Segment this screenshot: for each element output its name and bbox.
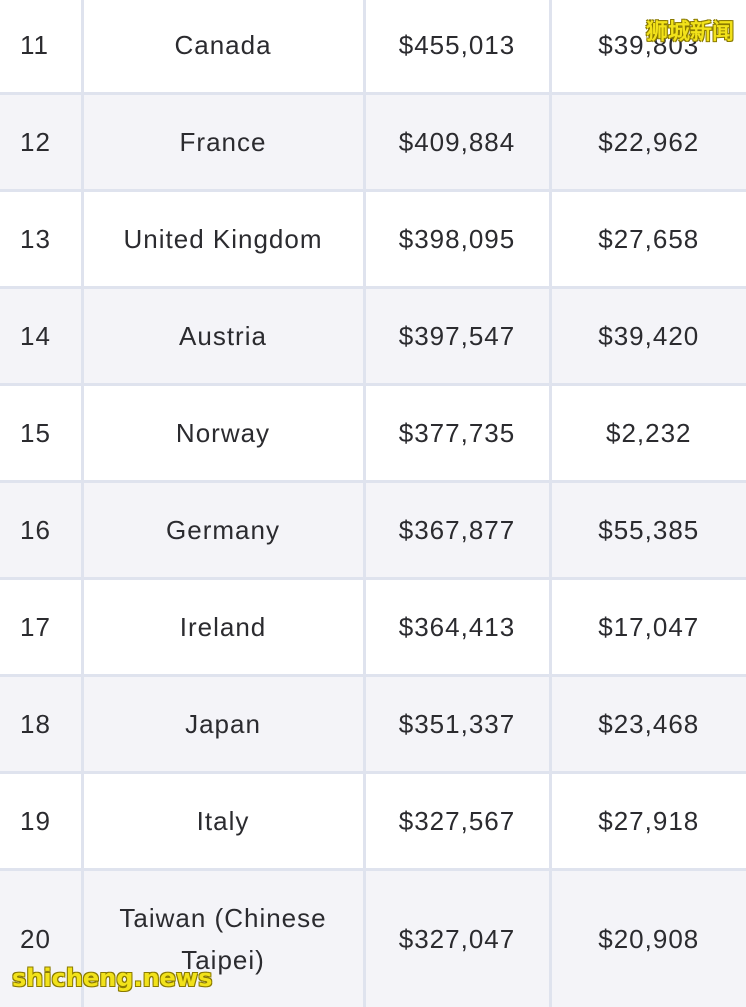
country-cell: Germany — [82, 482, 364, 579]
value-b-cell: $2,232 — [550, 385, 746, 482]
value-b-cell: $27,658 — [550, 191, 746, 288]
table-row: 17 Ireland $364,413 $17,047 — [0, 579, 746, 676]
table-row: 16 Germany $367,877 $55,385 — [0, 482, 746, 579]
rank-cell: 11 — [0, 0, 82, 94]
table-row: 13 United Kingdom $398,095 $27,658 — [0, 191, 746, 288]
watermark-top: 狮城新闻 — [646, 14, 734, 46]
value-a-cell: $351,337 — [364, 676, 550, 773]
table-row: 15 Norway $377,735 $2,232 — [0, 385, 746, 482]
rank-cell: 19 — [0, 773, 82, 870]
country-cell: Austria — [82, 288, 364, 385]
watermark-bottom: shicheng.news — [12, 964, 212, 992]
country-cell: Ireland — [82, 579, 364, 676]
value-a-cell: $367,877 — [364, 482, 550, 579]
value-a-cell: $327,567 — [364, 773, 550, 870]
value-a-cell: $397,547 — [364, 288, 550, 385]
country-cell: Norway — [82, 385, 364, 482]
value-b-cell: $23,468 — [550, 676, 746, 773]
rank-cell: 13 — [0, 191, 82, 288]
table-row: 11 Canada $455,013 $39,803 — [0, 0, 746, 94]
country-cell: Italy — [82, 773, 364, 870]
value-a-cell: $327,047 — [364, 870, 550, 1007]
rank-cell: 18 — [0, 676, 82, 773]
value-b-cell: $22,962 — [550, 94, 746, 191]
country-cell: France — [82, 94, 364, 191]
table-row: 14 Austria $397,547 $39,420 — [0, 288, 746, 385]
value-b-cell: $20,908 — [550, 870, 746, 1007]
value-a-cell: $455,013 — [364, 0, 550, 94]
country-cell: United Kingdom — [82, 191, 364, 288]
rank-cell: 15 — [0, 385, 82, 482]
value-b-cell: $55,385 — [550, 482, 746, 579]
country-cell: Canada — [82, 0, 364, 94]
table-row: 12 France $409,884 $22,962 — [0, 94, 746, 191]
value-a-cell: $398,095 — [364, 191, 550, 288]
value-a-cell: $364,413 — [364, 579, 550, 676]
value-b-cell: $27,918 — [550, 773, 746, 870]
rank-cell: 16 — [0, 482, 82, 579]
table-row: 19 Italy $327,567 $27,918 — [0, 773, 746, 870]
value-b-cell: $17,047 — [550, 579, 746, 676]
rank-cell: 17 — [0, 579, 82, 676]
value-b-cell: $39,420 — [550, 288, 746, 385]
value-a-cell: $377,735 — [364, 385, 550, 482]
table-row: 18 Japan $351,337 $23,468 — [0, 676, 746, 773]
rank-cell: 12 — [0, 94, 82, 191]
value-a-cell: $409,884 — [364, 94, 550, 191]
country-cell: Japan — [82, 676, 364, 773]
rank-cell: 14 — [0, 288, 82, 385]
